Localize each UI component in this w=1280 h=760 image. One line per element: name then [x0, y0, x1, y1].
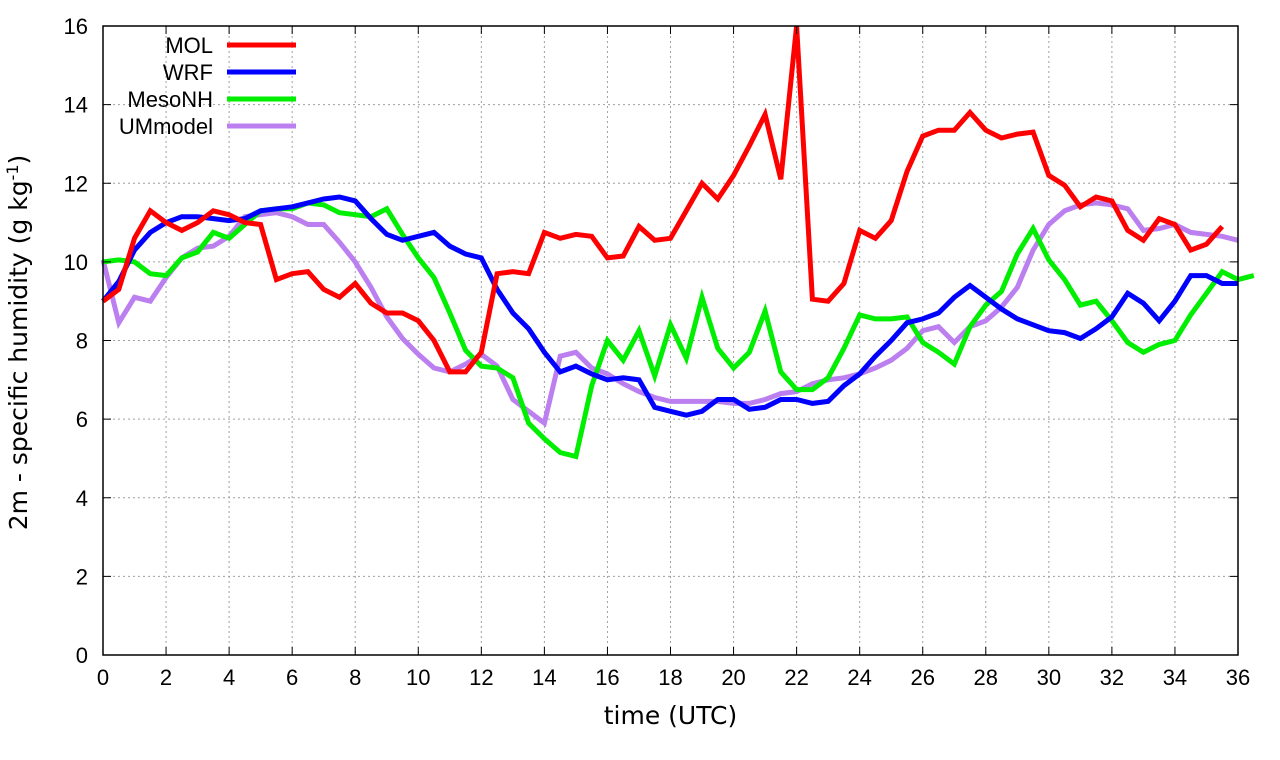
- legend-label-ummodel: UMmodel: [119, 114, 213, 139]
- x-tick-label: 28: [974, 665, 998, 690]
- x-tick-label: 32: [1100, 665, 1124, 690]
- x-tick-label: 22: [784, 665, 808, 690]
- legend-label-wrf: WRF: [163, 60, 213, 85]
- y-tick-label: 4: [76, 486, 88, 511]
- x-axis-title: time (UTC): [604, 701, 738, 730]
- x-tick-label: 16: [595, 665, 619, 690]
- legend-label-mesonh: MesoNH: [127, 87, 213, 112]
- y-tick-label: 10: [64, 250, 88, 275]
- axis-ticks: 0 2 4 6 8 10 12 14 16 18 20 22 24 26 28 30 32 34 360246810…: [64, 14, 1251, 690]
- x-tick-label: 4: [223, 665, 235, 690]
- x-tick-label: 14: [532, 665, 556, 690]
- y-tick-label: 12: [64, 171, 88, 196]
- y-axis-title-superscript: -1: [3, 164, 22, 180]
- x-tick-label: 36: [1226, 665, 1250, 690]
- grid: [103, 26, 1238, 655]
- x-tick-label: 30: [1037, 665, 1061, 690]
- y-tick-label: 0: [76, 643, 88, 668]
- y-tick-label: 8: [76, 329, 88, 354]
- y-tick-label: 16: [64, 14, 88, 39]
- y-tick-label: 14: [64, 93, 88, 118]
- series-line-ummodel: [100, 200, 1239, 428]
- series-line-wrf: [101, 194, 1238, 418]
- series-lines: [100, 25, 1255, 460]
- x-tick-label: 6: [286, 665, 298, 690]
- x-tick-label: 26: [910, 665, 934, 690]
- y-tick-label: 2: [76, 564, 88, 589]
- x-tick-label: 24: [847, 665, 871, 690]
- x-tick-label: 2: [160, 665, 172, 690]
- x-tick-label: 18: [658, 665, 682, 690]
- y-axis-title: 2m - specific humidity (g kg-1): [3, 155, 34, 531]
- series-line-mol: [101, 25, 1225, 375]
- x-tick-label: 10: [406, 665, 430, 690]
- y-tick-label: 6: [76, 407, 88, 432]
- x-tick-label: 8: [349, 665, 361, 690]
- x-tick-label: 12: [469, 665, 493, 690]
- series-line-mesonh: [102, 200, 1255, 460]
- x-tick-label: 34: [1163, 665, 1187, 690]
- y-axis-title-close: ): [4, 155, 33, 165]
- y-axis-title-main: 2m - specific humidity (g kg: [4, 180, 33, 530]
- legend-label-mol: MOL: [165, 33, 213, 58]
- x-tick-label: 20: [721, 665, 745, 690]
- x-tick-label: 0: [97, 665, 109, 690]
